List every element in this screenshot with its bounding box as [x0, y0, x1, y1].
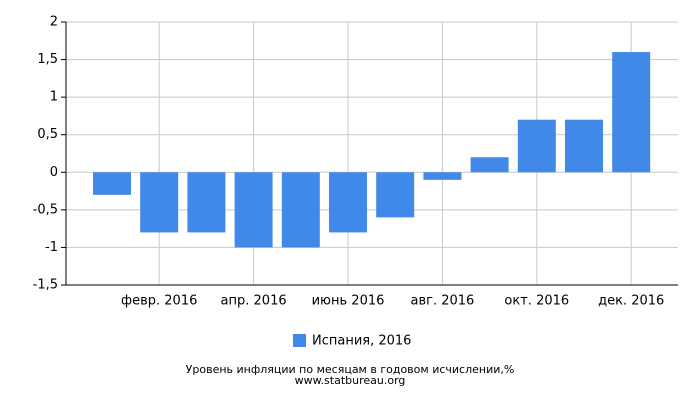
y-tick-label: -0,5	[33, 202, 58, 217]
y-tick-label: 1,5	[37, 52, 58, 67]
bar	[140, 172, 179, 233]
x-tick-label: дек. 2016	[598, 294, 664, 309]
bar	[376, 172, 415, 218]
x-tick-label: авг. 2016	[410, 294, 474, 309]
x-tick-label: февр. 2016	[121, 294, 197, 309]
bar	[281, 172, 320, 248]
chart-subtitle: www.statbureau.org	[295, 374, 406, 387]
y-tick-label: -1,5	[33, 278, 58, 293]
y-tick-label: -1	[45, 240, 58, 255]
x-tick-label: окт. 2016	[504, 294, 569, 309]
y-tick-label: 2	[50, 15, 58, 30]
bar	[93, 172, 131, 195]
y-tick-label: 1	[50, 90, 58, 105]
bar	[234, 172, 273, 248]
x-tick-label: апр. 2016	[221, 294, 287, 309]
bar	[517, 119, 556, 173]
bar	[329, 172, 367, 233]
bar	[423, 172, 462, 180]
bar	[470, 157, 509, 173]
legend-swatch	[293, 334, 306, 347]
bar	[612, 52, 651, 173]
bar	[187, 172, 226, 233]
legend-label: Испания, 2016	[312, 334, 411, 349]
chart-title: Уровень инфляции по месяцам в годовом ис…	[186, 363, 515, 376]
y-tick-label: 0	[50, 165, 58, 180]
bar	[565, 119, 603, 173]
y-tick-label: 0,5	[37, 127, 58, 142]
x-tick-label: июнь 2016	[312, 294, 385, 309]
